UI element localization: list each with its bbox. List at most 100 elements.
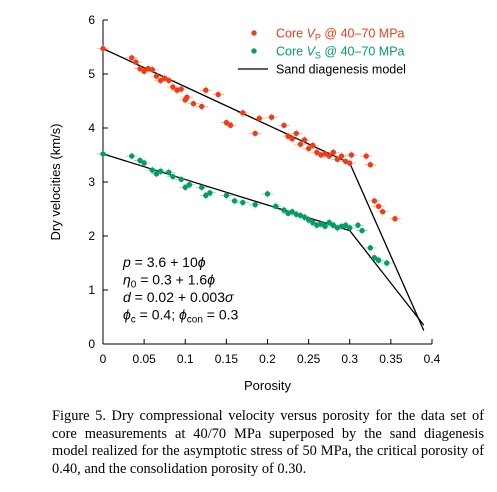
data-point <box>281 122 287 128</box>
data-point <box>314 222 320 228</box>
data-point <box>314 149 320 155</box>
data-point <box>149 167 156 173</box>
data-point <box>289 136 295 142</box>
data-point <box>133 59 139 65</box>
data-point <box>297 212 304 219</box>
data-point <box>367 245 374 251</box>
data-point <box>338 153 345 159</box>
y-tick-label: 2 <box>88 229 95 243</box>
data-point <box>273 203 279 209</box>
data-point <box>342 158 349 165</box>
x-tick-label: 0.05 <box>132 352 156 366</box>
data-point <box>161 75 168 82</box>
data-point <box>153 73 160 79</box>
velocity-porosity-chart: 0 1 2 3 4 5 6 0 0.05 0.1 0.15 0.2 0.25 0.3 0.35 0.4 Poro… <box>48 13 441 393</box>
data-point <box>137 65 143 72</box>
data-point <box>240 199 246 206</box>
model-equation: ϕc = 0.4; ϕcon = 0.3 <box>123 307 239 326</box>
data-point <box>310 142 316 148</box>
x-tick-label: 0.1 <box>177 352 194 366</box>
data-point <box>223 192 230 199</box>
data-point <box>334 156 341 163</box>
legend-entry: Sand diagenesis model <box>276 63 406 77</box>
data-point <box>149 66 156 73</box>
data-point <box>301 214 308 220</box>
data-point <box>186 182 193 188</box>
x-axis-title: Porosity <box>244 378 291 393</box>
data-point <box>363 153 369 159</box>
data-point <box>305 145 312 152</box>
data-point <box>252 201 258 208</box>
data-point <box>371 254 378 261</box>
data-point <box>330 149 336 155</box>
data-point <box>322 151 328 157</box>
data-point <box>199 103 205 110</box>
data-point <box>371 198 378 204</box>
data-point <box>326 153 332 159</box>
data-point <box>141 68 147 75</box>
x-tick-label: 0.4 <box>424 352 441 366</box>
figure-caption: Figure 5. Dry compressional velocity ver… <box>52 408 484 477</box>
data-point <box>334 225 341 231</box>
y-tick-label: 1 <box>88 283 95 297</box>
data-point <box>281 207 287 213</box>
data-point <box>203 87 209 93</box>
legend-entry: Core VP @ 40–70 MPa <box>276 27 405 43</box>
data-point <box>178 176 184 182</box>
y-tick-label: 4 <box>88 121 95 135</box>
model-equation: p = 3.6 + 10ϕ <box>122 254 206 270</box>
data-point <box>166 169 172 175</box>
data-point <box>305 217 312 223</box>
data-point <box>285 210 291 217</box>
data-point <box>326 219 332 226</box>
data-point <box>100 45 106 52</box>
data-point <box>318 221 324 227</box>
data-point <box>375 203 382 209</box>
data-point <box>129 55 135 61</box>
data-point <box>145 65 151 72</box>
vp-series <box>97 44 401 223</box>
data-point <box>318 152 324 158</box>
vs-series <box>97 149 393 267</box>
data-point <box>153 171 160 177</box>
data-point <box>256 115 262 121</box>
data-point <box>268 114 275 120</box>
data-point <box>338 223 345 229</box>
data-point <box>227 122 234 128</box>
x-tick-label: 0.2 <box>259 352 276 366</box>
data-point <box>170 84 176 90</box>
data-point <box>359 227 365 234</box>
data-point <box>215 91 221 98</box>
x-tick-label: 0 <box>100 352 107 366</box>
data-point <box>348 152 355 158</box>
legend-marker <box>251 30 257 36</box>
legend-entry: Core VS @ 40–70 MPa <box>276 45 405 61</box>
data-point <box>289 209 295 215</box>
data-point <box>100 151 106 157</box>
data-point <box>301 137 308 143</box>
data-point <box>310 219 316 226</box>
data-point <box>240 110 246 116</box>
data-point <box>203 192 209 199</box>
data-point <box>293 211 299 218</box>
data-point <box>392 216 398 222</box>
data-point <box>207 190 213 196</box>
data-point <box>375 257 382 263</box>
data-point <box>322 223 328 229</box>
data-point <box>264 191 271 197</box>
data-point <box>293 130 299 137</box>
model-equation: η0 = 0.3 + 1.6ϕ <box>123 272 215 291</box>
x-tick-label: 0.15 <box>215 352 239 366</box>
data-point <box>129 153 135 159</box>
data-point <box>384 260 390 266</box>
data-point <box>347 160 353 166</box>
data-point <box>379 209 386 215</box>
x-tick-label: 0.35 <box>379 352 403 366</box>
x-tick-label: 0.25 <box>297 352 321 366</box>
data-point <box>199 184 205 191</box>
y-tick-label: 3 <box>88 175 95 189</box>
x-tick-label: 0.3 <box>341 352 358 366</box>
data-point <box>231 198 238 204</box>
data-point <box>137 157 143 164</box>
y-tick-label: 6 <box>88 13 95 27</box>
